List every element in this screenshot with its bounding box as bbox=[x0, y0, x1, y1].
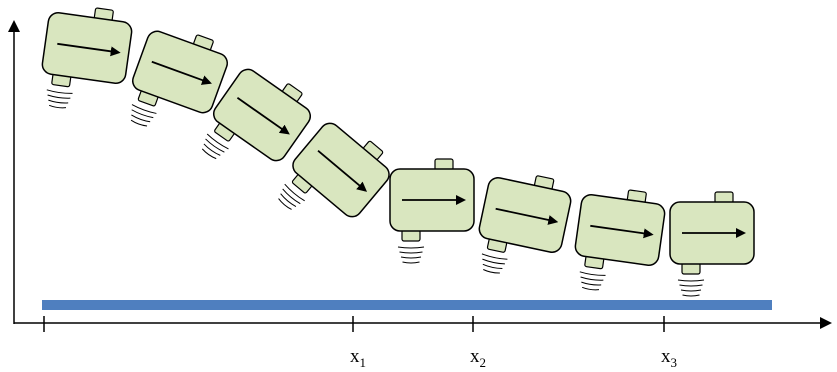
motion-line bbox=[131, 120, 147, 127]
motion-line bbox=[483, 270, 500, 275]
diagram: x1x2x3 bbox=[0, 0, 837, 372]
motion-line bbox=[48, 100, 68, 104]
motion-line bbox=[403, 262, 420, 263]
robots bbox=[37, 2, 754, 299]
label-base: x bbox=[350, 346, 360, 367]
motion-line bbox=[49, 105, 66, 108]
label-subscript: 2 bbox=[480, 355, 487, 370]
axis-label: x1 bbox=[350, 346, 366, 370]
motion-line bbox=[482, 254, 508, 260]
label-base: x bbox=[470, 346, 480, 367]
track bbox=[42, 300, 772, 310]
motion-line bbox=[580, 277, 603, 281]
motion-line bbox=[280, 194, 296, 208]
motion-line bbox=[202, 149, 216, 160]
axis-label: x3 bbox=[661, 346, 677, 370]
robot bbox=[119, 19, 234, 145]
motion-line bbox=[482, 259, 505, 265]
motion-line bbox=[483, 264, 503, 269]
motion-line bbox=[582, 287, 599, 290]
robot bbox=[570, 184, 668, 299]
robot bbox=[37, 2, 135, 117]
motion-line bbox=[401, 257, 421, 258]
robot bbox=[471, 166, 575, 285]
motion-line bbox=[683, 295, 700, 296]
label-base: x bbox=[661, 346, 671, 367]
motion-line bbox=[400, 252, 423, 253]
motion-line bbox=[681, 290, 701, 291]
motion-line bbox=[203, 144, 220, 156]
label-subscript: 1 bbox=[360, 355, 367, 370]
motion-line bbox=[278, 199, 292, 211]
axis-label: x2 bbox=[470, 346, 486, 370]
motion-line bbox=[678, 280, 704, 281]
motion-line bbox=[580, 272, 606, 277]
robot bbox=[670, 192, 754, 296]
robot bbox=[390, 159, 474, 263]
motion-line bbox=[581, 282, 601, 286]
label-subscript: 3 bbox=[671, 355, 678, 370]
motion-line bbox=[398, 247, 424, 248]
motion-line bbox=[47, 90, 73, 95]
motion-line bbox=[205, 139, 224, 153]
motion-line bbox=[47, 95, 70, 99]
motion-line bbox=[680, 285, 703, 286]
